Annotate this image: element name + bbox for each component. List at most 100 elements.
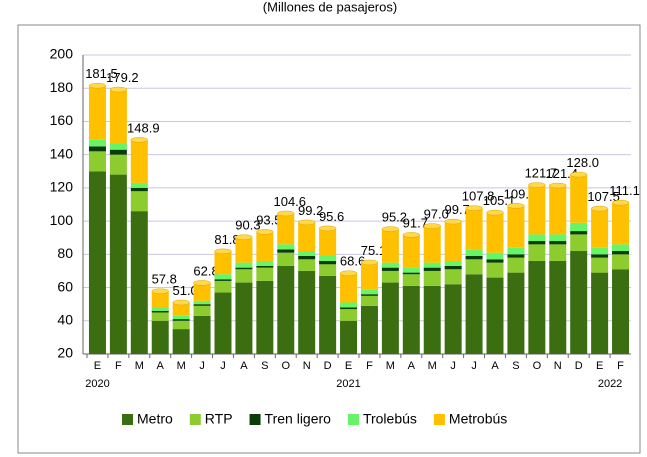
x-tick-label: O xyxy=(533,360,542,372)
bar-segment xyxy=(256,280,274,354)
bar-segment xyxy=(360,305,378,354)
bar-segment xyxy=(402,267,420,273)
x-tick-label: N xyxy=(554,360,562,372)
legend-swatch xyxy=(249,414,261,425)
bar-cap xyxy=(611,199,630,206)
bar-segment xyxy=(88,151,106,172)
bar-segment xyxy=(444,265,462,270)
total-label: 97.0 xyxy=(424,207,449,222)
y-tick-label: 120 xyxy=(50,179,74,195)
bar-segment xyxy=(130,139,148,183)
bar-segment xyxy=(360,289,378,295)
bar-segment xyxy=(465,255,483,260)
bar-segment xyxy=(486,212,504,253)
year-label: 2021 xyxy=(336,378,360,390)
bar-segment xyxy=(402,274,420,286)
x-tick-label: N xyxy=(303,360,311,372)
x-tick-label: J xyxy=(471,360,477,372)
bar-segment xyxy=(88,171,106,354)
bar-segment xyxy=(277,244,295,250)
total-label: 148.9 xyxy=(127,120,160,135)
bar-segment xyxy=(319,255,337,261)
bar-segment xyxy=(235,269,253,283)
total-label: 68.6 xyxy=(340,254,365,269)
bar-cap xyxy=(549,182,567,189)
bar-segment xyxy=(381,229,399,263)
chart-subtitle: (Millones de pasajeros) xyxy=(263,0,397,14)
bar-segment xyxy=(172,320,190,330)
total-label: 93.5 xyxy=(256,212,281,227)
bar-segment xyxy=(298,255,316,260)
bar-segment xyxy=(193,282,211,301)
bar-segment xyxy=(381,262,399,268)
bar-segment xyxy=(319,275,337,354)
bar-segment xyxy=(591,247,609,255)
year-label: 2020 xyxy=(85,378,109,390)
bar-cap xyxy=(507,203,525,209)
total-label: 95.6 xyxy=(319,209,344,224)
legend-swatch xyxy=(189,414,201,425)
bar-segment xyxy=(381,267,399,271)
bar-segment xyxy=(444,269,462,285)
bar-cap xyxy=(465,205,483,211)
bar-cap xyxy=(381,226,400,232)
legend-label: Tren ligero xyxy=(265,411,332,427)
bar-segment xyxy=(109,174,127,354)
total-label: 104.6 xyxy=(273,194,306,209)
bar-segment xyxy=(298,222,316,252)
total-label: 99.2 xyxy=(298,203,323,218)
bar-segment xyxy=(130,211,148,354)
bar-segment xyxy=(256,265,274,268)
legend-label: Trolebús xyxy=(363,411,417,427)
x-tick-label: F xyxy=(617,360,624,372)
bar-segment xyxy=(130,191,148,212)
bar-cap xyxy=(528,182,546,188)
bar-segment xyxy=(319,260,337,265)
y-tick-label: 200 xyxy=(50,46,74,62)
x-tick-label: M xyxy=(428,360,437,372)
total-label: 91.7 xyxy=(403,215,428,230)
bar-segment xyxy=(591,208,609,248)
bar-segment xyxy=(612,251,630,255)
total-label: 62.8 xyxy=(193,263,218,278)
bar-segment xyxy=(612,254,630,270)
total-label: 121.7 xyxy=(525,166,558,181)
total-label: 51.0 xyxy=(172,283,197,298)
bar-segment xyxy=(549,260,567,354)
bar-segment xyxy=(570,222,588,232)
x-tick-label: S xyxy=(512,360,519,372)
bar-segment xyxy=(549,241,567,245)
bar-segment xyxy=(591,272,609,354)
bar-cap xyxy=(256,229,274,235)
bar-segment xyxy=(256,267,274,281)
bar-segment xyxy=(319,228,337,256)
bar-segment xyxy=(235,262,253,268)
total-label: 75.1 xyxy=(361,243,386,258)
y-tick-label: 20 xyxy=(57,345,73,361)
bar-segment xyxy=(151,320,169,354)
x-tick-label: M xyxy=(386,360,395,372)
bar-segment xyxy=(402,234,420,268)
x-tick-label: S xyxy=(261,360,268,372)
bar-segment xyxy=(109,143,127,150)
bar-segment xyxy=(88,85,106,140)
bar-segment xyxy=(444,260,462,266)
bar-segment xyxy=(549,234,567,242)
bar-segment xyxy=(256,231,274,261)
bar-cap xyxy=(423,223,441,229)
total-label: 90.3 xyxy=(235,218,260,233)
bar-segment xyxy=(298,259,316,271)
y-tick-label: 100 xyxy=(50,212,74,228)
total-label: 179.2 xyxy=(106,70,139,85)
bar-segment xyxy=(130,182,148,188)
year-label: 2022 xyxy=(598,378,622,390)
total-label: 105.1 xyxy=(483,193,516,208)
bar-segment xyxy=(277,213,295,245)
bar-segment xyxy=(381,282,399,354)
legend-swatch xyxy=(433,414,445,425)
bar-cap xyxy=(360,259,379,266)
bar-cap xyxy=(130,137,149,143)
bar-segment xyxy=(507,205,525,248)
bar-segment xyxy=(193,305,211,316)
x-tick-label: M xyxy=(177,360,186,372)
